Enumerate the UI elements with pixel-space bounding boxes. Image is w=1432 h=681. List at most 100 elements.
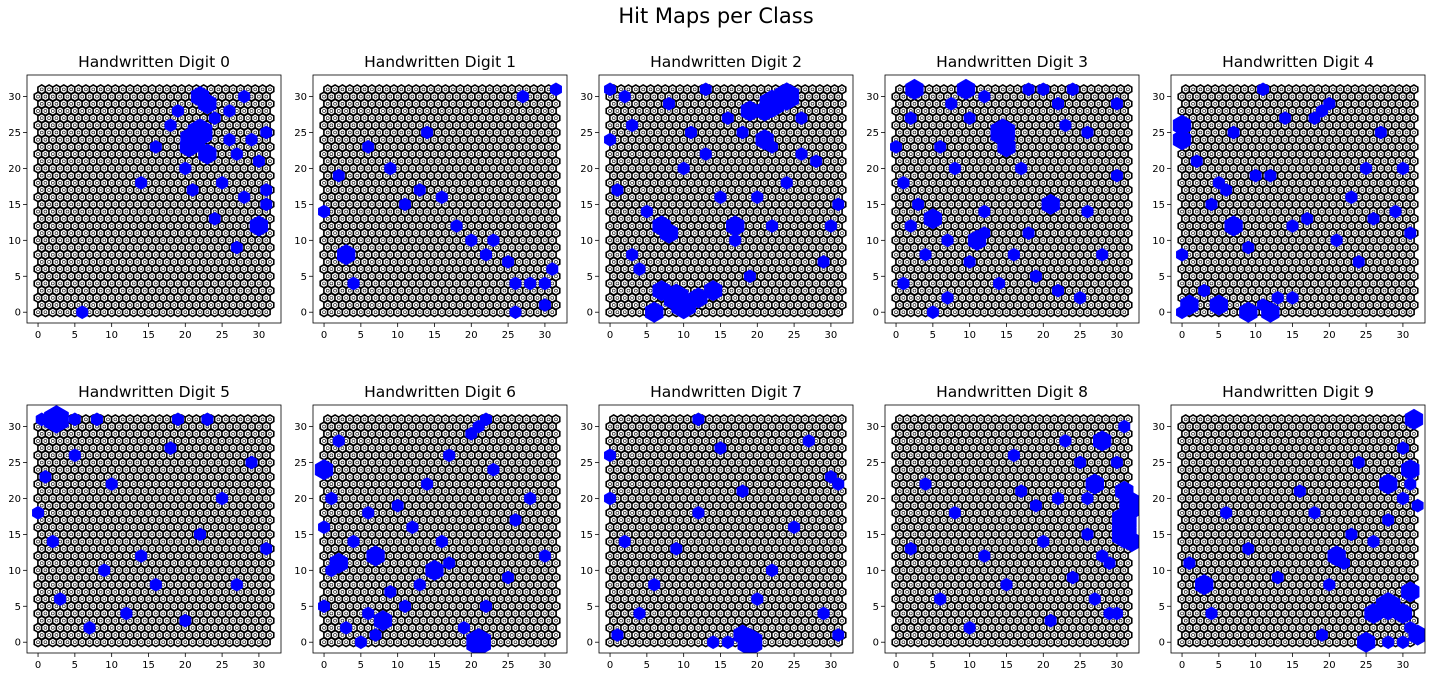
hex-center	[392, 260, 396, 264]
hex-center	[491, 267, 496, 271]
hex-center	[348, 288, 352, 293]
hex-center	[246, 245, 250, 250]
hex-center	[447, 166, 451, 171]
hex-center	[384, 188, 389, 192]
hex-center	[54, 145, 59, 149]
hex-center	[384, 260, 389, 264]
hex-center	[524, 159, 529, 164]
hex-center	[329, 224, 334, 228]
hex-center	[648, 245, 653, 250]
hex-center	[814, 238, 818, 243]
hex-center	[50, 267, 55, 271]
hex-center	[50, 152, 55, 156]
hex-center	[172, 159, 177, 164]
hex-center	[84, 101, 88, 106]
hex-center	[95, 123, 99, 128]
hex-center	[469, 224, 474, 228]
hex-center	[403, 123, 407, 128]
hex-center	[98, 274, 103, 279]
hex-center	[417, 109, 422, 113]
hex-center	[487, 245, 492, 250]
hex-center	[510, 303, 514, 307]
hex-center	[117, 209, 121, 214]
hex-center	[36, 281, 40, 286]
hex-center	[80, 238, 84, 243]
hex-center	[784, 281, 789, 286]
hex-center	[425, 209, 429, 214]
hex-center	[212, 137, 217, 142]
hex-center	[95, 224, 99, 228]
hex-center	[622, 310, 627, 314]
hex-center	[619, 231, 623, 235]
hex-center	[513, 152, 518, 156]
hex-center	[117, 181, 121, 185]
hex-center	[517, 288, 521, 293]
hex-center	[150, 173, 154, 178]
hex-center	[733, 281, 737, 286]
hex-center	[410, 252, 415, 257]
hex-center	[546, 260, 551, 264]
hex-center	[227, 296, 232, 300]
hex-center	[322, 94, 326, 99]
hex-center	[50, 310, 55, 314]
hex-center	[521, 267, 525, 271]
hex-center	[703, 267, 708, 271]
hex-center	[179, 216, 184, 221]
hex-center	[417, 224, 422, 228]
hex-center	[47, 145, 51, 149]
hex-center	[157, 101, 162, 106]
hex-center	[257, 181, 261, 185]
hex-center	[524, 87, 529, 92]
hex-center	[95, 209, 99, 214]
hex-center	[381, 224, 385, 228]
hex-center	[242, 109, 246, 113]
hex-center	[113, 202, 118, 207]
hex-center	[532, 274, 536, 279]
hex-center	[751, 303, 756, 307]
hex-center	[87, 123, 92, 128]
hex-center	[69, 231, 73, 235]
hex-center	[98, 116, 103, 120]
hex-center	[388, 238, 393, 243]
hex-center	[260, 101, 265, 106]
hex-center	[681, 238, 686, 243]
hex-center	[550, 224, 555, 228]
hex-center	[366, 224, 370, 228]
hex-center	[176, 296, 180, 300]
hex-center	[373, 224, 378, 228]
hit-marker	[516, 89, 529, 104]
hex-center	[377, 173, 382, 178]
hex-center	[216, 173, 221, 178]
hex-center	[212, 281, 217, 286]
hex-center	[535, 224, 540, 228]
hex-center	[139, 281, 143, 286]
hex-center	[799, 310, 804, 314]
hex-center	[362, 231, 367, 235]
hex-center	[87, 181, 92, 185]
hex-center	[748, 310, 752, 314]
hex-center	[227, 267, 232, 271]
y-tick-label: 25	[8, 128, 21, 139]
hex-center	[139, 252, 143, 257]
hex-center	[359, 310, 363, 314]
hex-center	[109, 195, 114, 199]
hex-center	[95, 166, 99, 171]
hex-center	[366, 238, 370, 243]
hex-center	[403, 137, 407, 142]
hit-map-panel-0: Handwritten Digit 00 5 10 15 20 25 30051015202…	[8, 53, 282, 341]
hex-center	[351, 267, 356, 271]
hex-center	[403, 310, 407, 314]
hex-center	[373, 195, 378, 199]
hex-center	[58, 137, 62, 142]
hex-center	[410, 109, 415, 113]
hex-center	[458, 274, 463, 279]
hex-center	[707, 274, 712, 279]
hex-center	[235, 224, 239, 228]
hex-center	[381, 281, 385, 286]
hex-center	[80, 195, 84, 199]
hex-center	[715, 260, 719, 264]
hex-center	[143, 260, 147, 264]
hex-center	[674, 267, 679, 271]
hex-center	[84, 159, 88, 164]
hex-center	[733, 252, 737, 257]
